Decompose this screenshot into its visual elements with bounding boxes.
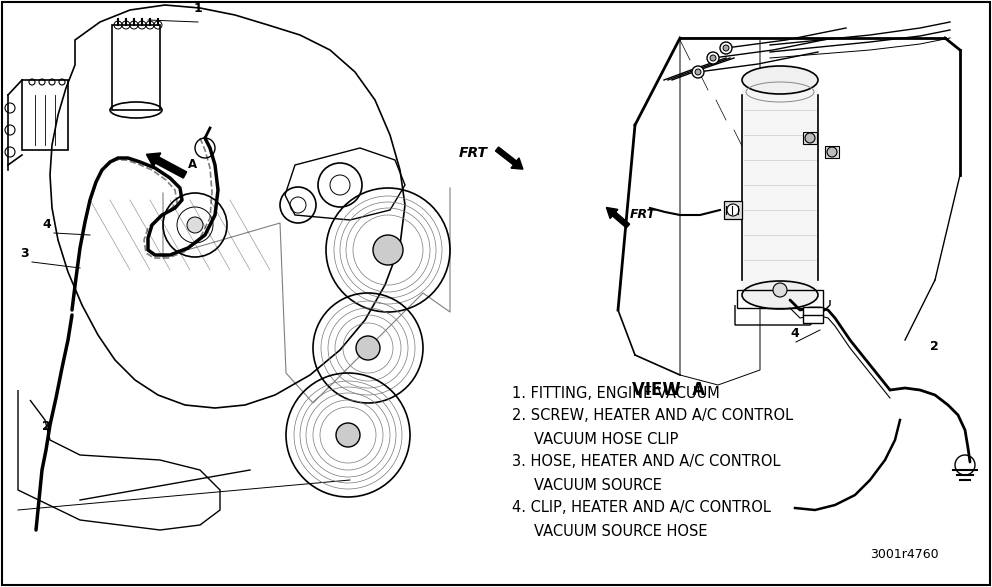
Text: 3001r4760: 3001r4760	[870, 548, 938, 561]
Text: 1: 1	[193, 2, 202, 15]
Text: 2: 2	[930, 340, 938, 353]
Bar	[724, 201, 742, 219]
Bar	[742, 80, 818, 295]
Text: VACUUM HOSE CLIP: VACUUM HOSE CLIP	[534, 431, 679, 447]
Text: VACUUM SOURCE: VACUUM SOURCE	[534, 477, 662, 492]
FancyArrow shape	[495, 147, 523, 169]
Circle shape	[720, 42, 732, 54]
Text: VIEW  A: VIEW A	[632, 381, 705, 399]
Bar	[737, 290, 823, 308]
Ellipse shape	[742, 66, 818, 94]
Circle shape	[187, 217, 203, 233]
Text: 4: 4	[42, 218, 51, 231]
FancyArrow shape	[606, 207, 630, 228]
Circle shape	[773, 283, 787, 297]
Circle shape	[707, 52, 719, 64]
Text: A: A	[188, 158, 197, 171]
Text: 2: 2	[42, 420, 51, 433]
Circle shape	[710, 55, 716, 61]
Bar	[825, 146, 839, 158]
Circle shape	[695, 69, 701, 75]
Circle shape	[723, 45, 729, 51]
FancyArrow shape	[147, 153, 186, 178]
Bar	[112, 25, 160, 110]
Circle shape	[827, 147, 837, 157]
Text: 3: 3	[20, 247, 29, 260]
Circle shape	[336, 423, 360, 447]
Bar	[803, 132, 817, 144]
Text: 4: 4	[790, 327, 799, 340]
Circle shape	[727, 204, 739, 216]
Circle shape	[195, 138, 215, 158]
Circle shape	[356, 336, 380, 360]
Circle shape	[373, 235, 403, 265]
Text: FRT: FRT	[630, 208, 656, 221]
Circle shape	[805, 133, 815, 143]
Bar	[803, 307, 823, 323]
Text: 4. CLIP, HEATER AND A/C CONTROL: 4. CLIP, HEATER AND A/C CONTROL	[512, 501, 771, 515]
Text: VACUUM SOURCE HOSE: VACUUM SOURCE HOSE	[534, 524, 707, 538]
Text: 3. HOSE, HEATER AND A/C CONTROL: 3. HOSE, HEATER AND A/C CONTROL	[512, 454, 781, 470]
Text: 1. FITTING, ENGINE VACUUM: 1. FITTING, ENGINE VACUUM	[512, 386, 720, 400]
Ellipse shape	[742, 281, 818, 309]
Text: FRT: FRT	[459, 146, 488, 160]
Circle shape	[692, 66, 704, 78]
Text: 2. SCREW, HEATER AND A/C CONTROL: 2. SCREW, HEATER AND A/C CONTROL	[512, 409, 794, 423]
